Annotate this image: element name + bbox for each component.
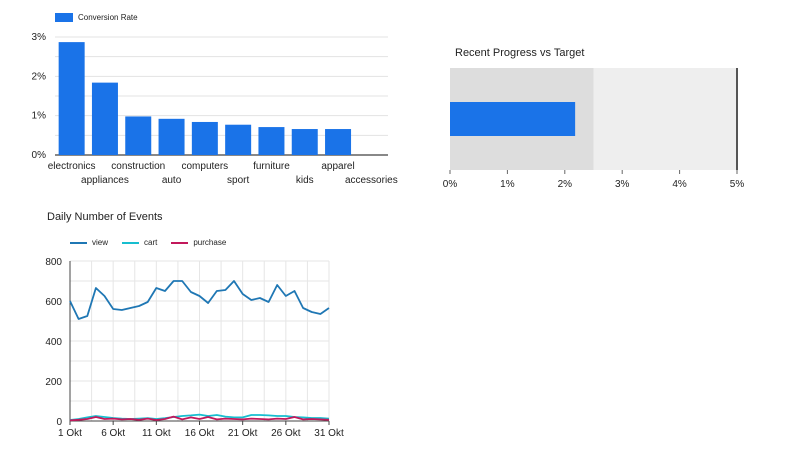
line-x-tick-label: 6 Okt (101, 428, 125, 439)
bar-x-tick-label-accessories: accessories (345, 175, 398, 186)
bar-x-tick-label-auto: auto (162, 175, 182, 186)
events-title: Daily Number of Events (47, 211, 163, 223)
line-x-tick-label: 26 Okt (271, 428, 301, 439)
events-plot: 0 200 400 600 800 1 Okt 6 Okt 11 Okt 16 Okt 21 Ok… (45, 257, 344, 439)
view-swatch (70, 241, 87, 244)
legend-item-view[interactable]: view (70, 238, 108, 247)
bar-y-tick-label: 3% (32, 32, 47, 43)
line-x-tick-label: 31 Okt (314, 428, 344, 439)
progress-x-tick-label: 3% (615, 179, 630, 190)
bar-x-tick-label-appliances: appliances (81, 175, 129, 186)
bar-x-tick-label-computers: computers (182, 161, 229, 172)
conversion-legend: Conversion Rate (55, 13, 138, 22)
legend-item-purchase[interactable]: purchase (171, 238, 226, 247)
line-y-tick-label: 0 (56, 417, 62, 428)
events-legend: view cart purchase (70, 238, 226, 247)
bar-y-tick-label: 0% (32, 150, 47, 161)
progress-bar (450, 102, 576, 136)
line-x-tick-label: 21 Okt (228, 428, 258, 439)
conversion-rate-swatch (55, 13, 73, 22)
legend-label-conversion-rate: Conversion Rate (78, 13, 138, 22)
bar-appliances (91, 82, 118, 155)
conversion-rate-chart: Conversion Rate 0% 1% 2% 3% electronics appli… (0, 0, 410, 195)
purchase-swatch (171, 241, 189, 244)
bar-x-tick-label-construction: construction (111, 161, 165, 172)
bar-x-tick-label-apparel: apparel (321, 161, 354, 172)
bar-x-tick-label-sport: sport (227, 175, 249, 186)
series-line-purchase (69, 415, 330, 422)
bar-apparel (325, 129, 352, 155)
bar-x-tick-label-electronics: electronics (48, 161, 96, 172)
line-y-tick-label: 600 (45, 297, 62, 308)
progress-title: Recent Progress vs Target (455, 47, 585, 59)
bar-construction (125, 116, 152, 155)
progress-x-tick-label: 1% (500, 179, 515, 190)
line-x-tick-label: 16 Okt (185, 428, 215, 439)
events-chart: Daily Number of Events view cart purchas… (0, 200, 360, 452)
bar-computers (191, 121, 218, 155)
progress-band-high (593, 68, 737, 170)
line-y-tick-label: 800 (45, 257, 62, 268)
bar-electronics (58, 42, 85, 155)
line-x-tick-label: 1 Okt (58, 428, 82, 439)
bar-x-tick-label-furniture: furniture (253, 161, 290, 172)
progress-x-tick-label: 0% (443, 179, 458, 190)
progress-x-tick-label: 4% (672, 179, 687, 190)
legend-label-purchase: purchase (193, 238, 227, 247)
conversion-plot: 0% 1% 2% 3% electronics appliances constructio… (32, 32, 398, 186)
bar-x-tick-label-kids: kids (296, 175, 314, 186)
legend-item-conversion-rate[interactable]: Conversion Rate (55, 13, 138, 22)
progress-x-tick-label: 5% (730, 179, 745, 190)
cart-swatch (122, 241, 140, 244)
bar-kids (291, 129, 318, 155)
line-y-tick-label: 400 (45, 337, 62, 348)
line-y-tick-label: 200 (45, 377, 62, 388)
line-x-tick-label: 11 Okt (142, 428, 171, 439)
bar-y-tick-label: 2% (32, 71, 47, 82)
bar-y-tick-label: 1% (32, 111, 47, 122)
legend-label-view: view (92, 238, 109, 247)
progress-x-tick-label: 2% (558, 179, 573, 190)
bar-furniture (258, 127, 285, 155)
series-line-view (69, 280, 330, 320)
progress-chart: Recent Progress vs Target 0% 1% 2% 3% 4% 5% (410, 0, 804, 200)
legend-item-cart[interactable]: cart (122, 238, 157, 247)
legend-label-cart: cart (144, 238, 158, 247)
progress-plot: 0% 1% 2% 3% 4% 5% (443, 68, 745, 190)
bar-auto (158, 118, 185, 155)
bar-sport (225, 124, 252, 155)
